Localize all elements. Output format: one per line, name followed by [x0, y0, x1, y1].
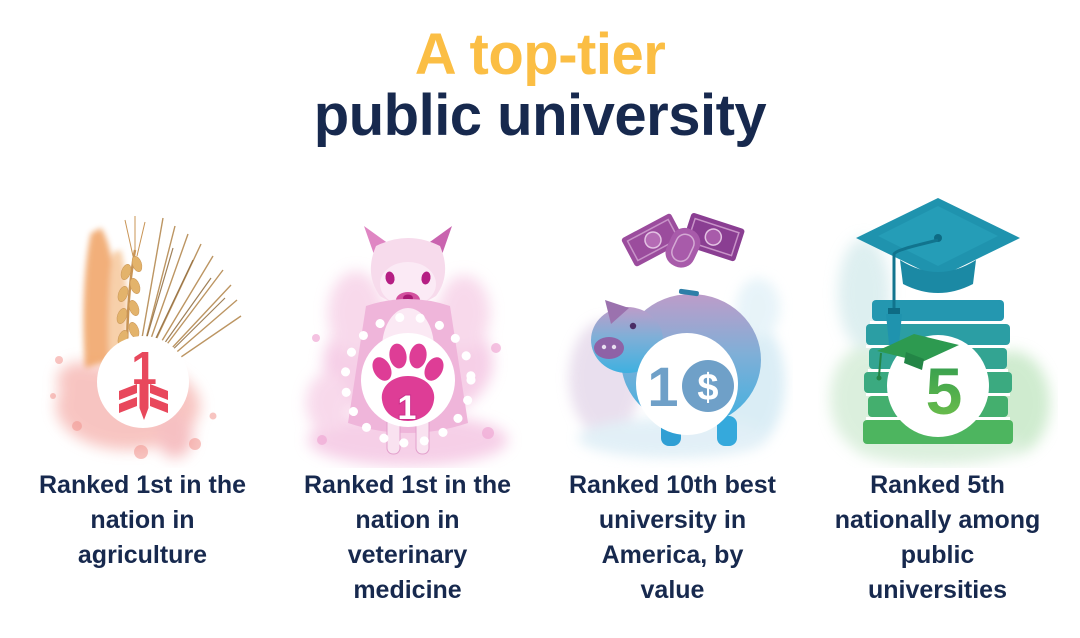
- caption-line: America, by: [601, 541, 744, 569]
- wheat-watercolor-icon: 1: [49, 216, 241, 459]
- caption-line: veterinary: [347, 541, 468, 569]
- title-line-accent: A top-tier: [414, 22, 666, 87]
- grad-cap-figure: [855, 198, 1020, 348]
- piggy-bank-watercolor-icon: 1 $: [568, 213, 785, 458]
- grad-cap-books-watercolor-icon: 5: [829, 198, 1050, 464]
- ranking-card-value: 1 $ Ranked 10th best university in Ameri…: [540, 188, 805, 608]
- ranking-caption: Ranked 1st in the nation in agriculture: [39, 468, 246, 573]
- caption-line: nation in: [355, 506, 460, 534]
- caption-line: agriculture: [77, 541, 208, 569]
- rank-badge: 1: [360, 333, 455, 428]
- caption-line: Ranked 1st in the: [39, 471, 246, 499]
- ranking-card-public-universities: 5 Ranked 5th nationally among public uni…: [805, 188, 1070, 608]
- title-line-main: public university: [313, 83, 767, 148]
- dollar-sign: $: [697, 367, 718, 409]
- ranking-card-agriculture: 1 Ranked 1st in the nation in agricultur…: [10, 188, 275, 608]
- ranking-card-veterinary-medicine: 1 Ranked 1st in the nation in veterinary…: [275, 188, 540, 608]
- ranking-caption: Ranked 10th best university in America, …: [569, 468, 776, 608]
- splatter-dots: [49, 356, 216, 459]
- caption-line: medicine: [353, 576, 462, 604]
- money-bills: [621, 213, 744, 268]
- caption-line: universities: [868, 576, 1007, 604]
- caption-line: Ranked 1st in the: [304, 471, 511, 499]
- rank-badge: 5: [876, 334, 989, 437]
- wheat-spike: [116, 216, 145, 357]
- ranking-caption: Ranked 1st in the nation in veterinary m…: [304, 468, 511, 608]
- rank-badge: 1 $: [635, 333, 738, 435]
- rank-number: 1: [397, 389, 416, 427]
- paw-icon: [371, 343, 444, 421]
- dotted-ring: [340, 312, 475, 448]
- caption-line: value: [640, 576, 705, 604]
- splatter-dots: [311, 334, 501, 445]
- caption-line: nationally among: [834, 506, 1041, 534]
- mini-grad-cap-icon: [876, 334, 959, 381]
- wheat-leaf-base: [118, 380, 168, 420]
- ranking-caption: Ranked 5th nationally among public unive…: [835, 468, 1041, 608]
- caption-line: university in: [598, 506, 747, 534]
- ranking-row: 1 Ranked 1st in the nation in agricultur…: [10, 188, 1070, 608]
- puppy-paw-watercolor-icon: 1: [305, 226, 508, 466]
- page-title: A top-tier public university: [0, 24, 1080, 146]
- dollar-circle: [681, 360, 734, 412]
- caption-line: Ranked 10th best: [568, 471, 776, 499]
- rank-badge: 1: [96, 336, 189, 428]
- caption-line: nation in: [90, 506, 195, 534]
- caption-line: Ranked 5th: [870, 471, 1005, 499]
- caption-line: public: [900, 541, 975, 569]
- rank-number: 5: [925, 354, 962, 428]
- rank-number: 1: [647, 355, 678, 418]
